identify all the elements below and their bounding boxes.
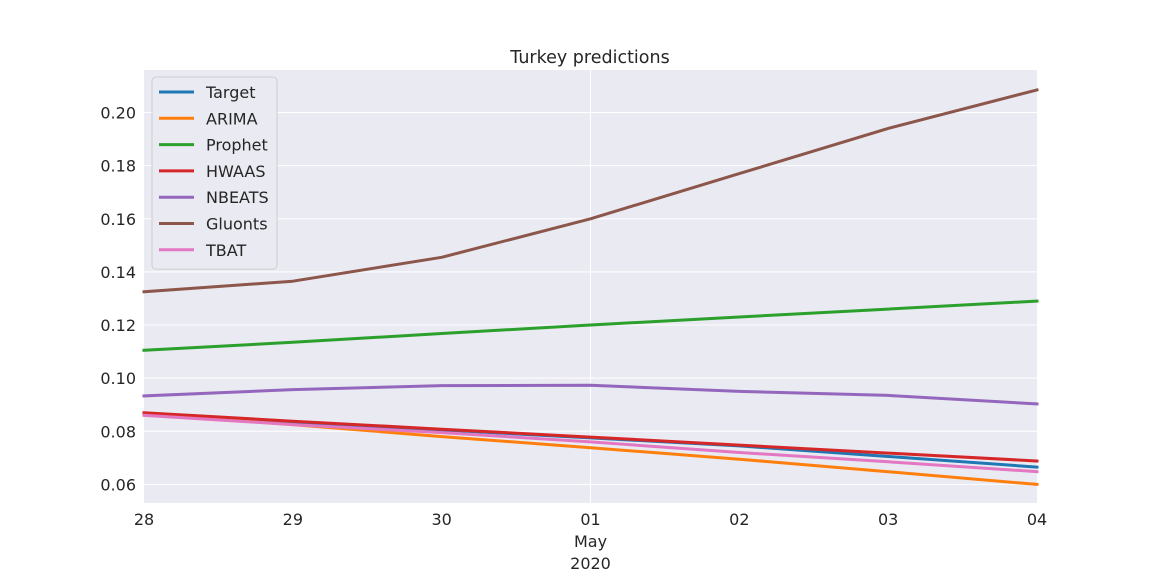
- x-secondary-label: 2020: [570, 554, 611, 573]
- legend-label: TBAT: [205, 241, 246, 260]
- x-tick-label: 03: [878, 510, 898, 529]
- y-tick-label: 0.20: [100, 104, 136, 123]
- series-line-tbat: [142, 413, 1039, 474]
- y-tick-label: 0.14: [100, 263, 136, 282]
- legend-label: Gluonts: [206, 215, 268, 234]
- x-tick-label: 30: [431, 510, 451, 529]
- x-tick-label: 28: [134, 510, 154, 529]
- x-tick-label: 02: [729, 510, 749, 529]
- legend: Target ARIMA Prophet HWAAS NBEATS Gluonts TBAT: [151, 76, 278, 270]
- x-tick-label: 29: [283, 510, 303, 529]
- legend-label: HWAAS: [206, 162, 265, 181]
- legend-label: ARIMA: [206, 109, 258, 128]
- legend-label: NBEATS: [206, 188, 269, 207]
- x-tick-label: 04: [1027, 510, 1047, 529]
- legend-box: [151, 76, 278, 270]
- y-tick-label: 0.08: [100, 422, 136, 441]
- x-axis: 28 29 30 01 02 03 04 May 2020: [134, 510, 1047, 573]
- y-tick-label: 0.16: [100, 210, 136, 229]
- series-line-gluonts: [142, 88, 1039, 294]
- legend-label: Target: [205, 83, 256, 102]
- series-line-hwaas: [142, 411, 1039, 463]
- y-tick-label: 0.06: [100, 475, 136, 494]
- legend-label: Prophet: [206, 136, 268, 155]
- series-line-prophet: [142, 299, 1039, 352]
- series-line-nbeats: [142, 383, 1039, 406]
- chart-title: Turkey predictions: [509, 48, 669, 68]
- series-lines: [142, 88, 1039, 487]
- y-axis: 0.06 0.08 0.10 0.12 0.14 0.16 0.18 0.20: [100, 104, 136, 495]
- y-tick-label: 0.18: [100, 157, 136, 176]
- x-tick-label: 01: [580, 510, 600, 529]
- y-tick-label: 0.10: [100, 369, 136, 388]
- x-secondary-label: May: [574, 532, 607, 551]
- y-tick-label: 0.12: [100, 316, 136, 335]
